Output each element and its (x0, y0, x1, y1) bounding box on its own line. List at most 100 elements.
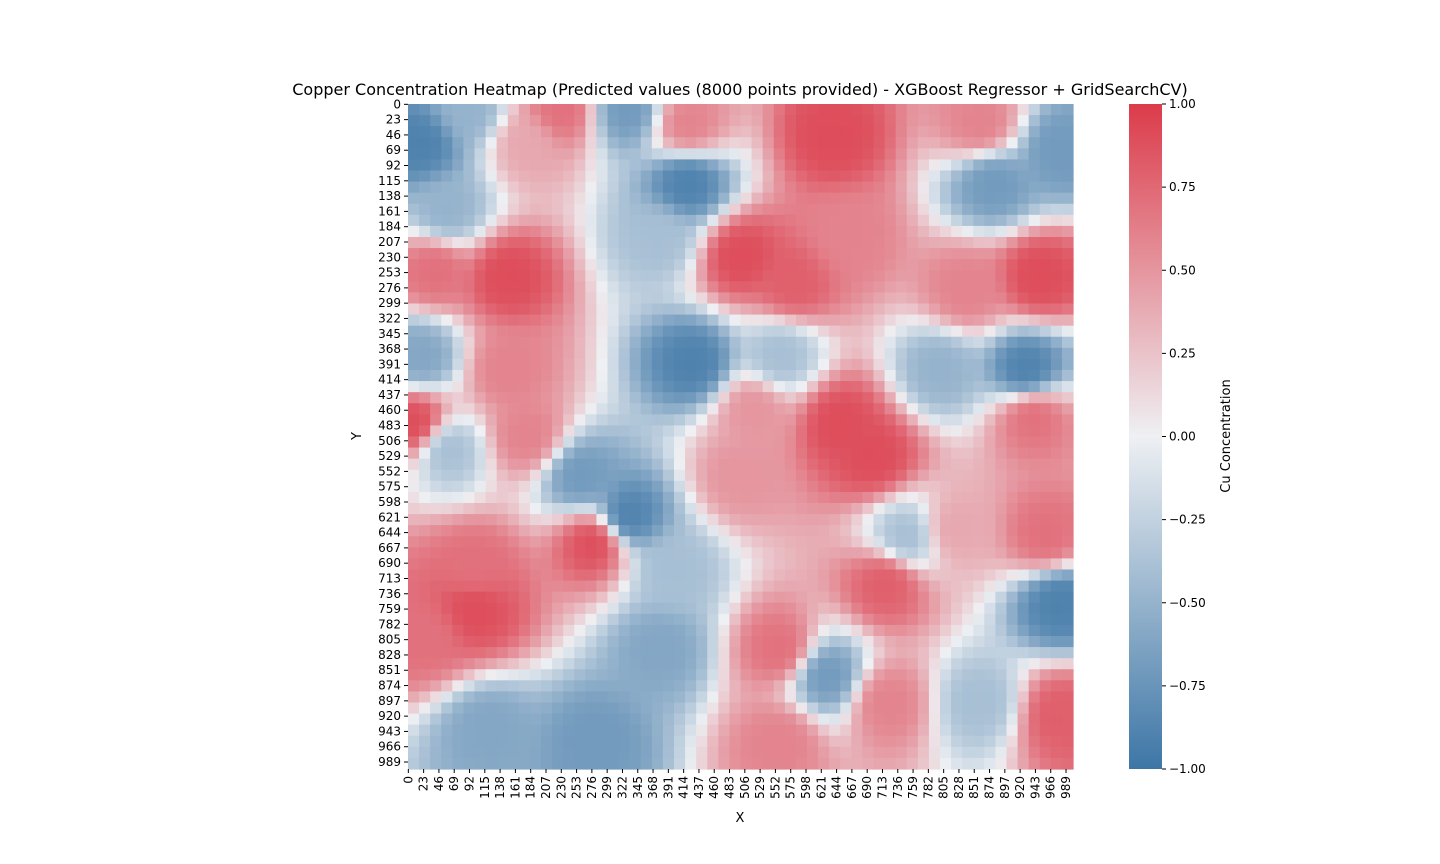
heatmap-cell (651, 381, 664, 393)
x-tick-label: 874 (983, 776, 997, 799)
heatmap-cell (529, 347, 542, 360)
heatmap-cell (973, 458, 985, 471)
heatmap-cell (873, 126, 886, 138)
heatmap-cell (818, 137, 830, 149)
heatmap-cell (685, 547, 697, 560)
heatmap-cell (674, 314, 686, 327)
heatmap-cell (906, 248, 919, 260)
heatmap-cell (685, 602, 697, 615)
heatmap-cell (840, 469, 852, 482)
heatmap-cell (928, 613, 941, 626)
heatmap-cell (962, 702, 974, 715)
heatmap-cell (596, 613, 609, 626)
heatmap-cell (607, 602, 620, 615)
heatmap-cell (851, 569, 864, 582)
heatmap-cell (507, 403, 520, 415)
heatmap-cell (928, 580, 941, 593)
heatmap-cell (795, 237, 808, 249)
heatmap-cell (541, 370, 553, 382)
heatmap-cell (840, 370, 852, 382)
heatmap-cell (1006, 248, 1019, 260)
heatmap-cell (541, 170, 553, 183)
heatmap-cell (795, 203, 808, 216)
heatmap-cell (574, 658, 586, 670)
heatmap-cell (496, 104, 509, 116)
heatmap-cell (818, 536, 830, 548)
heatmap-cell (928, 148, 941, 161)
heatmap-cell (829, 425, 841, 438)
heatmap-cell (585, 336, 598, 349)
heatmap-cell (408, 724, 420, 737)
heatmap-cell (1050, 214, 1063, 227)
heatmap-cell (884, 735, 897, 748)
heatmap-cell (452, 336, 465, 349)
heatmap-cell (1050, 580, 1063, 593)
heatmap-cell (574, 159, 586, 172)
heatmap-cell (674, 325, 686, 338)
heatmap-cell (441, 159, 453, 172)
heatmap-cell (895, 536, 908, 548)
heatmap-cell (873, 347, 886, 360)
heatmap-cell (895, 624, 908, 637)
heatmap-cell (529, 702, 542, 715)
heatmap-cell (629, 514, 642, 526)
heatmap-cell (696, 569, 708, 582)
heatmap-cell (751, 403, 764, 415)
heatmap-cell (607, 381, 620, 393)
y-tick-label: 989 (378, 755, 401, 769)
heatmap-cell (430, 503, 442, 515)
heatmap-cell (618, 181, 631, 194)
heatmap-cell (1039, 225, 1052, 238)
heatmap-cell (1028, 370, 1041, 382)
heatmap-cell (829, 203, 841, 216)
heatmap-cell (518, 358, 531, 371)
heatmap-cell (873, 281, 886, 294)
heatmap-cell (563, 680, 575, 693)
heatmap-cell (851, 126, 864, 138)
heatmap-cell (496, 436, 509, 449)
heatmap-cell (928, 503, 941, 515)
heatmap-cell (496, 724, 509, 737)
heatmap-cell (452, 392, 465, 404)
heatmap-cell (851, 192, 864, 205)
heatmap-cell (685, 237, 697, 249)
heatmap-cell (784, 270, 797, 282)
heatmap-cell (829, 225, 841, 238)
heatmap-cell (884, 270, 897, 282)
heatmap-cell (1006, 558, 1019, 571)
heatmap-cell (1017, 680, 1030, 693)
heatmap-cell (474, 370, 487, 382)
heatmap-cell (618, 314, 631, 327)
x-tick-label: 92 (463, 776, 477, 791)
heatmap-cell (518, 148, 531, 161)
heatmap-cell (995, 126, 1008, 138)
heatmap-cell (807, 292, 819, 305)
heatmap-cell (973, 148, 985, 161)
heatmap-cell (463, 292, 476, 305)
heatmap-cell (773, 159, 786, 172)
heatmap-cell (463, 547, 476, 560)
heatmap-cell (585, 303, 598, 316)
heatmap-cell (962, 414, 974, 427)
heatmap-cell (452, 425, 465, 438)
heatmap-cell (629, 137, 642, 149)
heatmap-cell (807, 314, 819, 327)
heatmap-cell (452, 691, 465, 704)
heatmap-cell (740, 225, 753, 238)
heatmap-cell (485, 425, 498, 438)
heatmap-cell (906, 702, 919, 715)
heatmap-cell (962, 336, 974, 349)
heatmap-cell (552, 680, 564, 693)
heatmap-cell (829, 336, 841, 349)
heatmap-cell (474, 248, 487, 260)
heatmap-cell (629, 702, 642, 715)
heatmap-cell (696, 425, 708, 438)
heatmap-cell (574, 259, 586, 271)
heatmap-cell (1017, 713, 1030, 726)
heatmap-cell (518, 347, 531, 360)
heatmap-cell (751, 425, 764, 438)
heatmap-cell (973, 525, 985, 537)
heatmap-cell (651, 181, 664, 194)
heatmap-cell (818, 569, 830, 582)
heatmap-cell (662, 746, 675, 759)
